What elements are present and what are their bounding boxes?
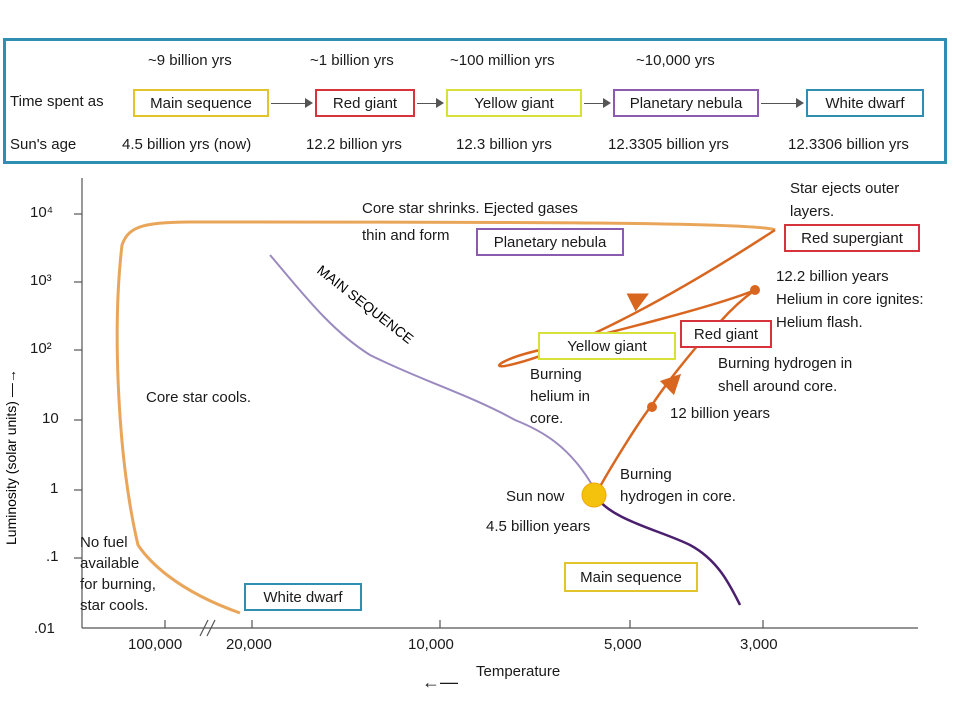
main-sequence-curve [269, 254, 596, 491]
label-sun-age: 4.5 billion years [486, 518, 591, 535]
label-burning-shell-line1: Burning hydrogen in [718, 355, 853, 372]
age-white-dwarf: 12.3306 billion yrs [788, 136, 909, 153]
arrow-line-3 [584, 103, 604, 104]
arrow-head-2 [436, 98, 444, 108]
age-yellow-giant: 12.3 billion yrs [456, 136, 552, 153]
arrow-head-3 [603, 98, 611, 108]
label-burning-helium-line2: helium in [530, 388, 591, 405]
stage-box-yellow-giant: Yellow giant [446, 89, 582, 117]
x-axis-title: Temperature [476, 663, 561, 680]
axis-break-mark-1 [199, 619, 209, 637]
yellow-giant-box: Yellow giant [538, 332, 676, 360]
age-red-giant: 12.2 billion yrs [306, 136, 402, 153]
label-helium-flash-line1: 12.2 billion years [776, 268, 889, 285]
lower-main-sequence-curve [593, 494, 742, 606]
y-tick-label-0.01: .01 [34, 620, 55, 637]
x-tick-label-5000: 5,000 [604, 636, 642, 653]
label-no-fuel-line4: star cools. [80, 597, 149, 614]
label-burning-helium-line1: Burning [530, 366, 582, 383]
row-label-time-spent: Time spent as [10, 93, 104, 110]
y-tick-label-10e2: 10² [30, 340, 52, 357]
track-arrow-lower [659, 373, 682, 396]
x-tick-label-20000: 20,000 [226, 636, 272, 653]
stage-box-red-giant: Red giant [315, 89, 415, 117]
label-star-ejects-line1: Star ejects outer [790, 180, 900, 197]
duration-yellow-giant: ~100 million yrs [450, 52, 555, 69]
label-sun-now: Sun now [506, 488, 565, 505]
stage-box-main-sequence: Main sequence [133, 89, 269, 117]
label-burning-core-line2: hydrogen in core. [620, 488, 736, 505]
arrow-line-4 [761, 103, 797, 104]
label-no-fuel-line3: for burning, [80, 576, 156, 593]
y-tick-label-10e4: 10⁴ [30, 204, 54, 221]
arrow-line-1 [271, 103, 307, 104]
age-planetary-nebula: 12.3305 billion yrs [608, 136, 729, 153]
y-tick-marks [74, 213, 82, 559]
label-helium-flash-line3: Helium flash. [776, 314, 863, 331]
age-main-sequence: 4.5 billion yrs (now) [122, 136, 252, 153]
arrow-head-4 [796, 98, 804, 108]
label-burning-helium-line3: core. [530, 410, 564, 427]
y-tick-label-10: 10 [42, 410, 59, 427]
duration-red-giant: ~1 billion yrs [310, 52, 394, 69]
arrow-line-2 [417, 103, 437, 104]
main-sequence-box: Main sequence [564, 562, 698, 592]
label-helium-flash-line2: Helium in core ignites: [776, 291, 924, 308]
label-no-fuel-line2: available [80, 555, 140, 572]
label-core-shrinks-line2: thin and form [362, 227, 450, 244]
label-core-star-cools: Core star cools. [146, 389, 252, 406]
label-core-shrinks-line1: Core star shrinks. Ejected gases [362, 200, 578, 217]
track-arrow-upper [626, 293, 649, 312]
duration-planetary-nebula: ~10,000 yrs [636, 52, 715, 69]
evolution-timeline-panel [3, 38, 947, 164]
post-agb-track [115, 220, 776, 615]
red-supergiant-box: Red supergiant [784, 224, 920, 252]
label-no-fuel-line1: No fuel [80, 534, 128, 551]
white-dwarf-box: White dwarf [244, 583, 362, 611]
stage-box-white-dwarf: White dwarf [806, 89, 924, 117]
label-burning-shell-line2: shell around core. [718, 378, 838, 395]
y-tick-label-1: 1 [50, 480, 59, 497]
label-burning-core-line1: Burning [620, 466, 672, 483]
red-giant-box: Red giant [680, 320, 772, 348]
axis-break-mark-2 [206, 619, 216, 637]
main-sequence-curve-label: MAIN SEQUENCE [314, 262, 416, 347]
duration-main-sequence: ~9 billion yrs [148, 52, 232, 69]
x-tick-label-3000: 3,000 [740, 636, 778, 653]
point-12-billion-years [647, 402, 657, 412]
x-tick-label-10000: 10,000 [408, 636, 454, 653]
planetary-nebula-box: Planetary nebula [476, 228, 624, 256]
stage-box-planetary-nebula: Planetary nebula [613, 89, 759, 117]
y-tick-label-10e3: 10³ [30, 272, 52, 289]
sun-marker [581, 482, 607, 508]
point-helium-flash [750, 285, 760, 295]
x-tick-label-100000: 100,000 [128, 636, 183, 653]
x-axis-arrow-icon: ←— [422, 672, 458, 692]
x-tick-marks [164, 620, 764, 628]
label-star-ejects-line2: layers. [790, 203, 835, 220]
label-12-billion-years: 12 billion years [670, 405, 771, 422]
y-tick-label-0.1: .1 [46, 548, 59, 565]
arrow-head-1 [305, 98, 313, 108]
y-axis-title: Luminosity (solar units) —→ [3, 369, 19, 545]
horizontal-branch-loop-track [498, 228, 776, 368]
row-label-suns-age: Sun's age [10, 136, 77, 153]
